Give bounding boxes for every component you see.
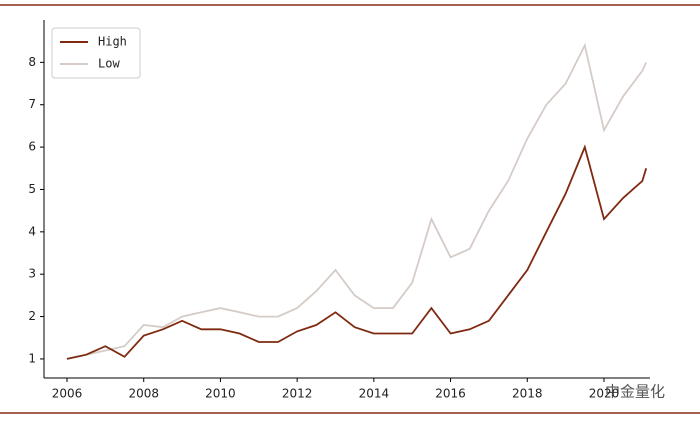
line-series	[66, 42, 648, 360]
x-tick-label: 2016	[435, 387, 466, 401]
y-tick-label: 5	[28, 182, 36, 196]
y-tick-label: 8	[28, 55, 36, 69]
y-tick-label: 6	[28, 140, 36, 154]
legend-label: High	[98, 35, 127, 49]
legend-box	[51, 27, 141, 79]
y-tick-label: 1	[28, 351, 36, 365]
legend-label: Low	[98, 57, 120, 71]
x-tick-label: 2010	[205, 387, 236, 401]
x-tick-label: 2014	[359, 387, 390, 401]
y-tick-label: 4	[28, 224, 36, 238]
x-tick-label: 2012	[282, 387, 313, 401]
x-tick-label: 2008	[128, 387, 159, 401]
x-tick-label: 2018	[512, 387, 543, 401]
watermark: 中金量化	[605, 383, 665, 401]
y-tick-label: 7	[28, 97, 36, 111]
x-tick-label: 2020	[589, 387, 620, 401]
y-tick-label: 3	[28, 267, 36, 281]
y-tick-label: 2	[28, 309, 36, 323]
line-series	[66, 144, 648, 360]
x-tick-label: 2006	[52, 387, 83, 401]
